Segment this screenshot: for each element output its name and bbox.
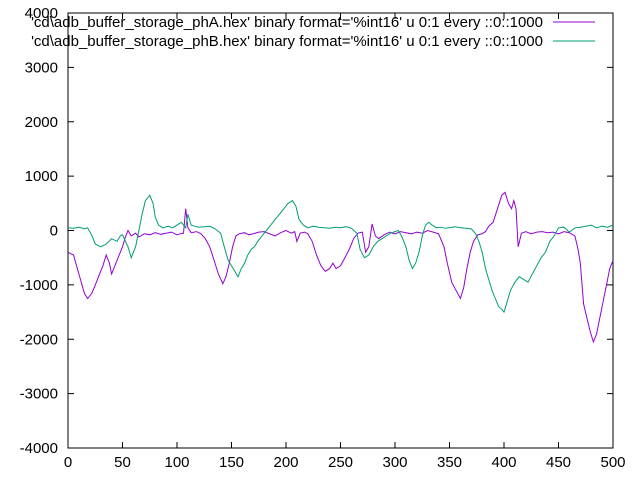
axes: 0 50 100 150 200 250 300 350 400 450 500 -4000 -3000… [20, 5, 626, 471]
series-layer [67, 191, 614, 344]
y-tick-label: 4000 [25, 5, 58, 22]
x-tick-label: 50 [114, 454, 131, 471]
legend-entry-phA: 'cd\adb_buffer_storage_phA.hex' binary f… [31, 14, 543, 31]
y-tick-label: 3000 [25, 59, 58, 76]
plot-border [67, 12, 614, 449]
series-phB-line [67, 194, 614, 314]
y-tick-label: -1000 [20, 277, 58, 294]
x-tick-label: 150 [219, 454, 244, 471]
x-tick-label: 300 [382, 454, 407, 471]
y-tick-label: 0 [50, 223, 58, 240]
series-phA-line [67, 191, 614, 344]
y-tick-label: 2000 [25, 114, 58, 131]
y-tick-label: 1000 [25, 168, 58, 185]
x-tick-label: 250 [328, 454, 353, 471]
x-tick-label: 100 [164, 454, 189, 471]
x-tick-label: 200 [273, 454, 298, 471]
legend: 'cd\adb_buffer_storage_phA.hex' binary f… [31, 14, 595, 50]
y-tick-label: -2000 [20, 331, 58, 348]
y-tick-label: -4000 [20, 440, 58, 457]
y-tick-label: -3000 [20, 386, 58, 403]
x-tick-label: 400 [491, 454, 516, 471]
x-tick-label: 350 [437, 454, 462, 471]
x-tick-label: 500 [600, 454, 625, 471]
x-tick-label: 450 [546, 454, 571, 471]
legend-entry-phB: 'cd\adb_buffer_storage_phB.hex' binary f… [31, 33, 543, 50]
x-tick-label: 0 [64, 454, 72, 471]
